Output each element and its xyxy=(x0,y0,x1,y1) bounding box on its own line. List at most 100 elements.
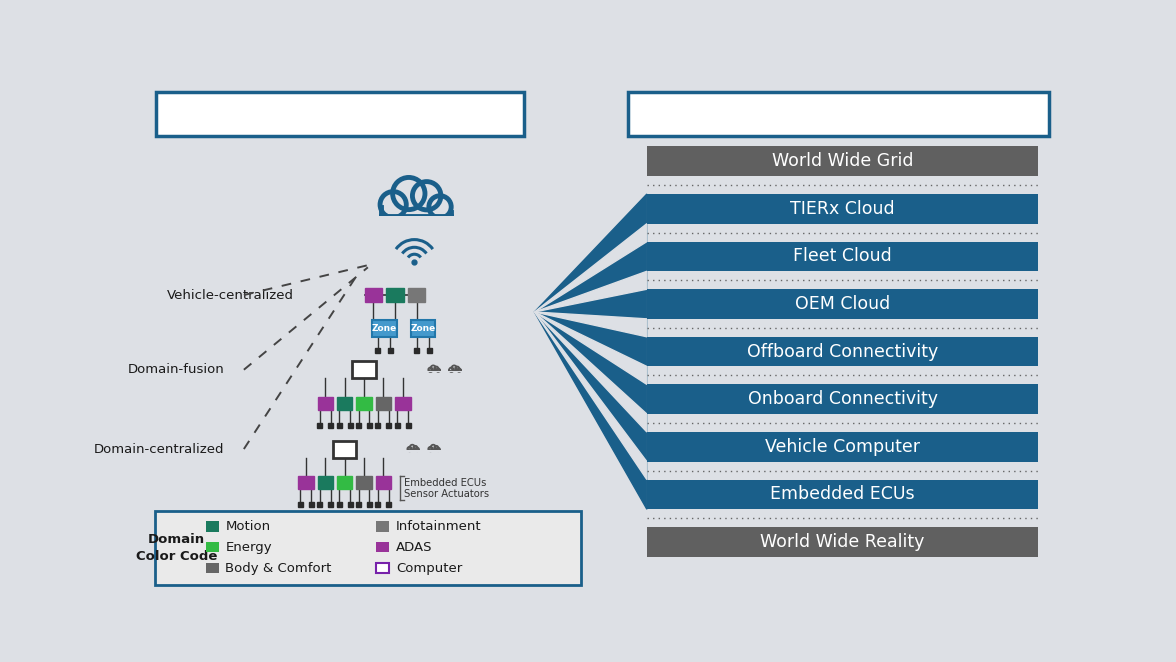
FancyBboxPatch shape xyxy=(647,527,1038,557)
FancyBboxPatch shape xyxy=(376,563,389,573)
FancyBboxPatch shape xyxy=(388,348,393,353)
FancyBboxPatch shape xyxy=(647,432,1038,461)
FancyBboxPatch shape xyxy=(348,422,353,428)
Circle shape xyxy=(457,369,461,372)
FancyBboxPatch shape xyxy=(647,289,1038,319)
Polygon shape xyxy=(535,312,647,432)
FancyBboxPatch shape xyxy=(647,146,1038,176)
FancyBboxPatch shape xyxy=(336,477,353,489)
FancyBboxPatch shape xyxy=(206,563,219,573)
FancyBboxPatch shape xyxy=(367,502,372,507)
Circle shape xyxy=(455,367,459,371)
Text: Vehicle Computer: Vehicle Computer xyxy=(766,438,920,456)
FancyBboxPatch shape xyxy=(375,422,381,428)
Circle shape xyxy=(415,448,419,451)
FancyBboxPatch shape xyxy=(381,203,450,216)
FancyBboxPatch shape xyxy=(395,422,400,428)
FancyBboxPatch shape xyxy=(647,194,1038,224)
Circle shape xyxy=(436,369,440,372)
Text: Domain
Color Code: Domain Color Code xyxy=(135,533,218,563)
Circle shape xyxy=(430,365,436,371)
Text: Embedded ECUs: Embedded ECUs xyxy=(403,478,486,488)
Polygon shape xyxy=(535,194,647,509)
FancyBboxPatch shape xyxy=(367,422,372,428)
FancyBboxPatch shape xyxy=(365,288,382,302)
Text: Zone: Zone xyxy=(372,324,396,334)
Circle shape xyxy=(452,365,456,371)
Circle shape xyxy=(434,367,439,371)
FancyBboxPatch shape xyxy=(156,92,524,136)
FancyBboxPatch shape xyxy=(375,397,392,410)
FancyBboxPatch shape xyxy=(406,422,410,428)
Text: Sensor Actuators: Sensor Actuators xyxy=(403,489,489,499)
Polygon shape xyxy=(535,312,647,385)
FancyBboxPatch shape xyxy=(647,479,1038,509)
Circle shape xyxy=(434,446,439,450)
Text: Motion: Motion xyxy=(226,520,270,533)
FancyBboxPatch shape xyxy=(356,397,372,410)
FancyBboxPatch shape xyxy=(356,477,372,489)
FancyBboxPatch shape xyxy=(395,397,410,410)
FancyBboxPatch shape xyxy=(328,502,333,507)
FancyBboxPatch shape xyxy=(414,348,419,353)
Circle shape xyxy=(429,196,452,218)
Text: Embedded ECUs: Embedded ECUs xyxy=(770,485,915,503)
Circle shape xyxy=(413,181,441,210)
FancyBboxPatch shape xyxy=(318,502,322,507)
FancyBboxPatch shape xyxy=(647,385,1038,414)
FancyBboxPatch shape xyxy=(336,502,342,507)
FancyBboxPatch shape xyxy=(386,422,392,428)
FancyBboxPatch shape xyxy=(336,422,342,428)
Text: OEM Cloud: OEM Cloud xyxy=(795,295,890,313)
FancyBboxPatch shape xyxy=(318,422,322,428)
FancyBboxPatch shape xyxy=(375,502,381,507)
Text: Body & Comfort: Body & Comfort xyxy=(226,561,332,575)
FancyBboxPatch shape xyxy=(298,502,303,507)
Circle shape xyxy=(428,367,433,372)
FancyBboxPatch shape xyxy=(387,288,403,302)
FancyBboxPatch shape xyxy=(403,450,422,451)
FancyBboxPatch shape xyxy=(299,477,314,489)
Text: Fleet Cloud: Fleet Cloud xyxy=(793,248,891,265)
FancyBboxPatch shape xyxy=(647,337,1038,367)
FancyBboxPatch shape xyxy=(408,449,419,450)
Text: Vehicle-centralized: Vehicle-centralized xyxy=(167,289,294,301)
Polygon shape xyxy=(535,224,647,312)
Polygon shape xyxy=(535,312,647,479)
Text: Domain-centralized: Domain-centralized xyxy=(94,442,225,455)
FancyBboxPatch shape xyxy=(386,502,392,507)
Text: TIERx Cloud: TIERx Cloud xyxy=(790,200,895,218)
FancyBboxPatch shape xyxy=(647,242,1038,271)
Text: E/E Evolution: E/E Evolution xyxy=(254,101,428,127)
Polygon shape xyxy=(535,312,647,337)
FancyBboxPatch shape xyxy=(353,361,375,378)
Circle shape xyxy=(449,367,454,372)
FancyBboxPatch shape xyxy=(155,512,581,585)
Text: Energy: Energy xyxy=(226,541,272,553)
FancyBboxPatch shape xyxy=(309,502,314,507)
Circle shape xyxy=(393,177,425,210)
Text: Zone: Zone xyxy=(410,324,435,334)
FancyBboxPatch shape xyxy=(425,371,443,372)
Text: Onboard Connectivity: Onboard Connectivity xyxy=(748,390,937,408)
FancyBboxPatch shape xyxy=(373,216,459,232)
FancyBboxPatch shape xyxy=(376,542,389,552)
FancyBboxPatch shape xyxy=(318,477,333,489)
FancyBboxPatch shape xyxy=(375,477,392,489)
Polygon shape xyxy=(535,271,647,312)
FancyBboxPatch shape xyxy=(333,441,356,457)
FancyBboxPatch shape xyxy=(628,92,1049,136)
FancyBboxPatch shape xyxy=(356,502,361,507)
Text: Computer: Computer xyxy=(396,561,462,575)
FancyBboxPatch shape xyxy=(318,397,333,410)
FancyBboxPatch shape xyxy=(449,369,461,371)
FancyBboxPatch shape xyxy=(376,521,389,532)
Text: Offboard Connectivity: Offboard Connectivity xyxy=(747,343,938,361)
FancyBboxPatch shape xyxy=(428,369,440,371)
FancyBboxPatch shape xyxy=(408,288,426,302)
Circle shape xyxy=(407,447,412,451)
FancyBboxPatch shape xyxy=(348,502,353,507)
FancyBboxPatch shape xyxy=(206,542,219,552)
FancyBboxPatch shape xyxy=(206,521,219,532)
Circle shape xyxy=(413,446,417,450)
